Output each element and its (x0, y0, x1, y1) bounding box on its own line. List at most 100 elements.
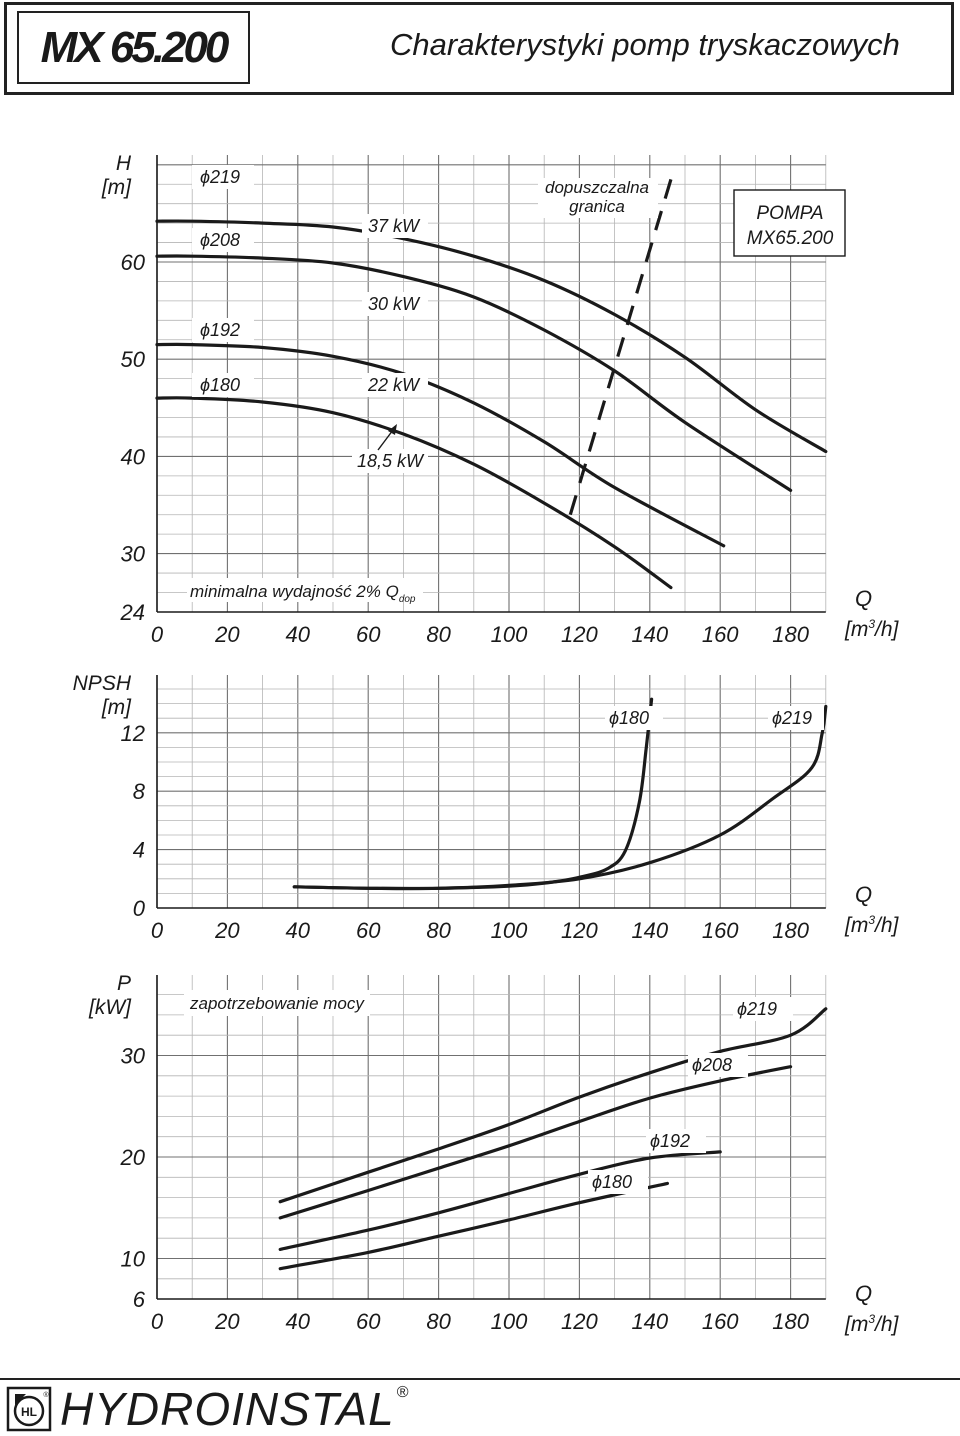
head-xlabel-unit-post: /h] (873, 618, 900, 641)
power-label-bg-180 (588, 1170, 648, 1194)
head-label-d219: ϕ219 (200, 167, 240, 187)
head-xtick-140: 140 (631, 622, 668, 647)
power-label-d180: ϕ180 (592, 1172, 632, 1192)
head-label-bg-185kw (352, 449, 428, 473)
power-xlabel-unit-post: /h] (873, 1313, 900, 1336)
head-xlabel-unit: [m3/h] (844, 617, 900, 641)
head-label-d192: ϕ192 (200, 320, 240, 340)
head-label-bg-192 (192, 318, 254, 342)
head-label-bg-219 (192, 165, 254, 189)
power-xlabel-unit: [m3/h] (844, 1312, 900, 1336)
power-ytick-6: 6 (133, 1287, 146, 1312)
header-frame: MX 65.200 Charakterystyki pomp tryskaczo… (4, 2, 954, 95)
npsh-label-bg-219 (768, 706, 824, 730)
npsh-ytick-0: 0 (133, 896, 146, 921)
power-ylabel-0: P (117, 972, 131, 995)
head-label-bg-37kw (362, 214, 428, 238)
power-label-d219: ϕ219 (737, 999, 777, 1019)
head-xlabel-unit-pre: [m (844, 618, 868, 641)
head-minflow-sub: dop (399, 594, 416, 605)
footer-divider (0, 1378, 960, 1380)
power-xtick-40: 40 (286, 1309, 311, 1334)
brand-registered-mark: ® (396, 1384, 409, 1401)
npsh-ytick-4: 4 (133, 838, 145, 863)
npsh-xtick-180: 180 (772, 918, 809, 943)
head-series-d180 (155, 396, 673, 590)
head-xlabel-symbol: Q (855, 586, 872, 611)
footer: HL ® HYDROINSTAL ® (6, 1383, 409, 1435)
npsh-ylabel-1: [m] (101, 696, 132, 719)
npsh-xlabel-unit-post: /h] (873, 914, 900, 937)
head-limit-label-line2: granica (569, 197, 625, 216)
npsh-xtick-120: 120 (561, 918, 598, 943)
head-series-d208 (155, 254, 793, 492)
power-series-d208 (278, 1065, 793, 1220)
power-xtick-140: 140 (631, 1309, 668, 1334)
npsh-xtick-0: 0 (151, 918, 164, 943)
head-xtick-0: 0 (151, 622, 164, 647)
npsh-series-d180 (292, 697, 654, 891)
head-ytick-30: 30 (121, 542, 146, 567)
head-label-37kw: 37 kW (368, 216, 421, 236)
power-ylabel-1: [kW] (88, 996, 132, 1019)
power-xlabel-unit-sup: 3 (868, 1312, 875, 1326)
npsh-xtick-160: 160 (702, 918, 739, 943)
power-label-d208: ϕ208 (692, 1055, 732, 1075)
head-xlabel-unit-sup: 3 (868, 617, 875, 631)
npsh-label-d180: ϕ180 (609, 708, 649, 728)
head-xtick-180: 180 (772, 622, 809, 647)
npsh-xtick-140: 140 (631, 918, 668, 943)
power-xlabel-unit-pre: [m (844, 1313, 868, 1336)
power-ytick-30: 30 (121, 1044, 146, 1069)
npsh-xtick-100: 100 (491, 918, 528, 943)
power-label-bg-208 (688, 1053, 748, 1077)
pump-legend-line2: MX65.200 (747, 228, 834, 249)
head-xtick-40: 40 (286, 622, 311, 647)
head-limit-label-line1: dopuszczalna (545, 178, 649, 197)
head-ytick-24: 24 (120, 600, 145, 625)
model-box: MX 65.200 (17, 11, 250, 84)
power-xtick-180: 180 (772, 1309, 809, 1334)
power-xtick-60: 60 (356, 1309, 381, 1334)
pump-legend-line1: POMPA (756, 203, 823, 224)
head-ytick-50: 50 (121, 347, 146, 372)
head-arrow-185kw-head (388, 424, 397, 435)
power-label-bg-192 (646, 1129, 706, 1153)
npsh-xtick-60: 60 (356, 918, 381, 943)
curve-layer (155, 178, 828, 1271)
power-title: zapotrzebowanie mocy (189, 994, 365, 1013)
head-limit-label-bg (538, 178, 658, 218)
npsh-xtick-20: 20 (214, 918, 240, 943)
power-series-d219 (278, 1007, 828, 1204)
head-label-bg-22kw (362, 373, 428, 397)
head-label-bg-30kw (362, 292, 428, 316)
head-minflow-text: minimalna wydajność 2% Q (190, 582, 399, 601)
head-ytick-60: 60 (121, 250, 146, 275)
power-xtick-80: 80 (426, 1309, 451, 1334)
pump-legend-box (733, 189, 846, 257)
npsh-xtick-80: 80 (426, 918, 451, 943)
head-minflow-bg (187, 578, 423, 602)
power-label-bg-219 (733, 997, 793, 1021)
head-xtick-120: 120 (561, 622, 598, 647)
npsh-label-d219: ϕ219 (772, 708, 812, 728)
head-series-d219 (155, 219, 828, 454)
head-ytick-40: 40 (121, 444, 146, 469)
npsh-xlabel-symbol: Q (855, 882, 872, 907)
npsh-xlabel-unit-pre: [m (844, 914, 868, 937)
npsh-ytick-8: 8 (133, 779, 146, 804)
npsh-xlabel-unit-sup: 3 (868, 913, 875, 927)
head-xtick-160: 160 (702, 622, 739, 647)
head-label-bg-208 (192, 228, 254, 252)
head-minflow-label: minimalna wydajność 2% Qdop (190, 582, 416, 605)
head-ylabel-1: [m] (101, 176, 132, 199)
svg-text:®: ® (43, 1391, 49, 1399)
power-series-d180 (278, 1181, 669, 1271)
npsh-xtick-40: 40 (286, 918, 311, 943)
head-label-d180: ϕ180 (200, 375, 240, 395)
hydroinstal-logo-icon: HL ® (6, 1386, 52, 1432)
power-xtick-0: 0 (151, 1309, 164, 1334)
head-arrow-185kw (377, 429, 394, 451)
